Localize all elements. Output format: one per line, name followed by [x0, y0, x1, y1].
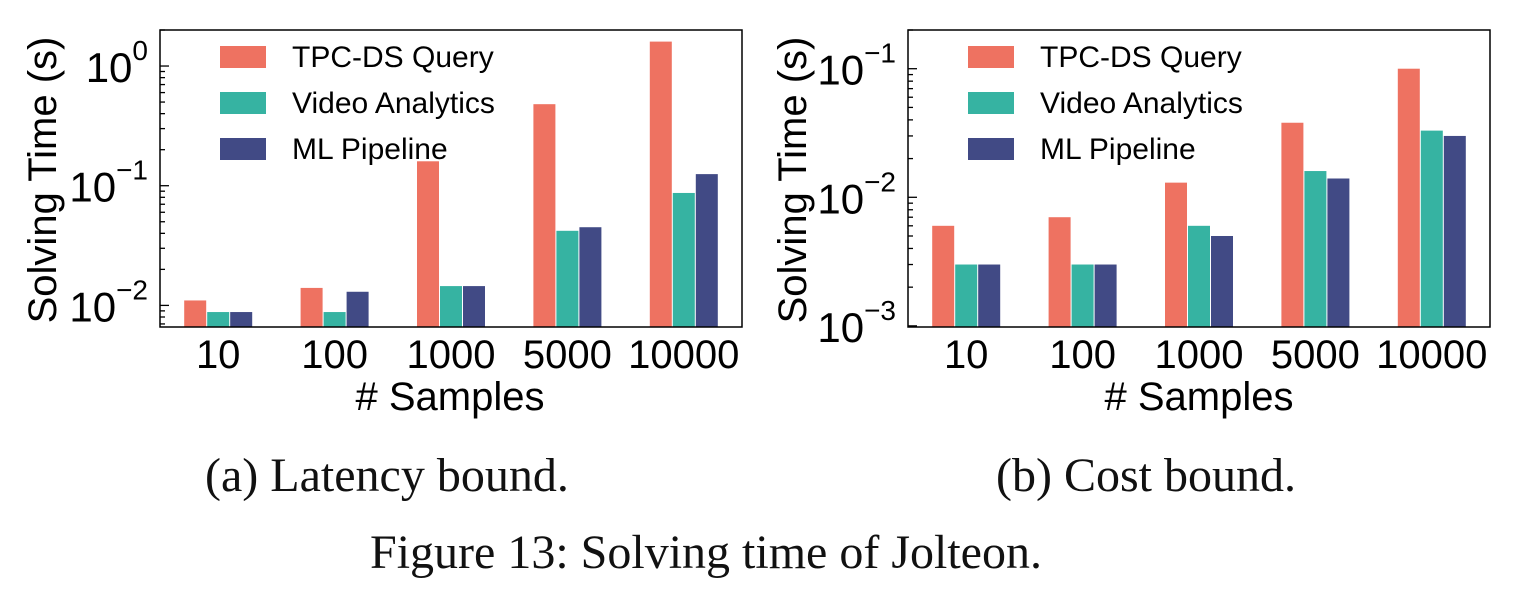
legend-swatch — [968, 46, 1014, 68]
bar-video-analytics-10 — [207, 312, 230, 327]
bar-ml-pipeline-10 — [978, 264, 1001, 327]
legend-swatch — [968, 92, 1014, 114]
y-axis-label: Solving Time (s) — [21, 37, 65, 324]
legend-label: Video Analytics — [1040, 87, 1243, 120]
bar-ml-pipeline-5000 — [579, 227, 602, 327]
x-tick-label: 100 — [1049, 333, 1116, 377]
axes-frame — [907, 29, 1491, 328]
legend-label: ML Pipeline — [1040, 133, 1196, 166]
bar-ml-pipeline-10000 — [1443, 135, 1466, 327]
chart-panel-b: 10−3 10−2 10−1 10 100 1000 5000 10000 # Samples S… — [771, 29, 1491, 419]
legend-label: ML Pipeline — [292, 133, 448, 166]
bar-tpc-ds-query-5000 — [533, 104, 556, 327]
y-tick-label: 10−2 — [69, 274, 148, 330]
bar-ml-pipeline-1000 — [1211, 235, 1233, 327]
x-tick-label: 10 — [196, 333, 241, 377]
bar-ml-pipeline-10 — [230, 312, 253, 327]
y-axis-label: Solving Time (s) — [771, 37, 815, 324]
bar-video-analytics-5000 — [1304, 171, 1327, 327]
bar-video-analytics-10 — [955, 264, 978, 327]
bar-video-analytics-1000 — [1188, 225, 1210, 327]
bar-tpc-ds-query-1000 — [1165, 182, 1187, 327]
x-axis-label: # Samples — [1105, 375, 1294, 419]
legend-swatch — [220, 46, 266, 68]
x-tick-label: 10000 — [628, 333, 739, 377]
x-tick-label: 10000 — [1376, 333, 1487, 377]
bar-tpc-ds-query-10000 — [1397, 68, 1420, 327]
bar-ml-pipeline-1000 — [463, 286, 485, 327]
x-tick-label: 5000 — [1271, 333, 1360, 377]
subcaption-a: (a) Latency bound. — [205, 449, 569, 502]
bar-tpc-ds-query-5000 — [1281, 122, 1304, 327]
legend-swatch — [968, 138, 1014, 160]
legend-swatch — [220, 138, 266, 160]
x-tick-label: 100 — [301, 333, 368, 377]
bar-tpc-ds-query-100 — [1048, 217, 1071, 327]
axes-frame — [159, 29, 743, 328]
bar-tpc-ds-query-10 — [184, 300, 207, 327]
bar-tpc-ds-query-10 — [932, 225, 955, 327]
y-tick-label: 100 — [86, 35, 148, 91]
bar-video-analytics-5000 — [556, 230, 579, 327]
bar-video-analytics-10000 — [1420, 130, 1443, 327]
x-tick-label: 10 — [944, 333, 989, 377]
y-tick-label: 10−2 — [817, 166, 896, 222]
x-tick-label: 5000 — [523, 333, 612, 377]
x-axis-label: # Samples — [356, 375, 545, 419]
y-tick-label: 10−1 — [69, 155, 148, 211]
legend-label: TPC-DS Query — [292, 41, 494, 74]
bar-ml-pipeline-5000 — [1327, 178, 1350, 327]
chart-panel-a: 10−2 10−1 100 10 100 1000 5000 10000 # Samples So… — [21, 29, 743, 419]
bar-tpc-ds-query-1000 — [417, 161, 439, 327]
bar-tpc-ds-query-10000 — [649, 41, 672, 327]
bar-ml-pipeline-10000 — [695, 174, 718, 327]
legend-swatch — [220, 92, 266, 114]
bar-ml-pipeline-100 — [346, 291, 369, 327]
legend-label: TPC-DS Query — [1040, 41, 1242, 74]
y-tick-label: 10−3 — [817, 295, 896, 351]
legend-label: Video Analytics — [292, 87, 495, 120]
figure-caption: Figure 13: Solving time of Jolteon. — [370, 526, 1042, 579]
bar-video-analytics-100 — [323, 312, 346, 327]
bar-video-analytics-1000 — [440, 286, 462, 327]
y-tick-label: 10−1 — [817, 38, 896, 94]
bar-video-analytics-100 — [1071, 264, 1094, 327]
subcaption-b: (b) Cost bound. — [996, 449, 1296, 502]
bar-video-analytics-10000 — [672, 192, 695, 327]
bar-tpc-ds-query-100 — [300, 287, 323, 327]
x-tick-label: 1000 — [407, 333, 496, 377]
x-tick-label: 1000 — [1155, 333, 1244, 377]
bar-ml-pipeline-100 — [1094, 264, 1117, 327]
